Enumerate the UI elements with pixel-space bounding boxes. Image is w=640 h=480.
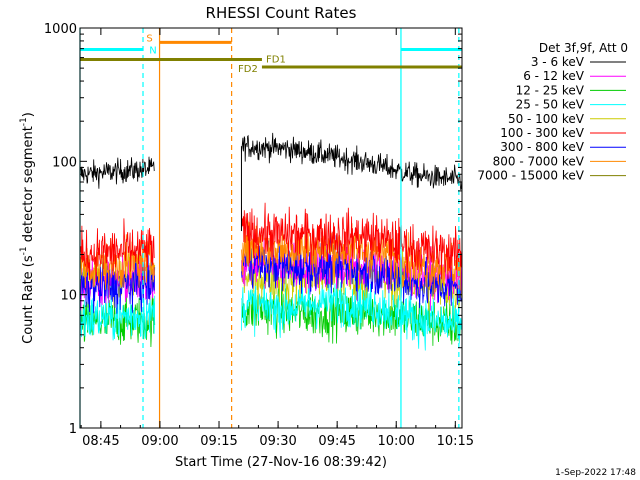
series-trace <box>79 234 156 290</box>
series-trace <box>79 285 156 341</box>
x-tick-label: 09:00 <box>141 434 178 449</box>
y-label-part-1: Count Rate (s <box>21 255 36 344</box>
series-trace <box>241 202 463 280</box>
series-trace <box>241 283 463 346</box>
x-axis-label: Start Time (27-Nov-16 08:39:42) <box>175 455 387 470</box>
legend-label: 100 - 300 keV <box>500 126 584 140</box>
attenuator-label-N: N <box>149 45 156 56</box>
x-tick-label: 09:30 <box>259 434 296 449</box>
plot-frame <box>79 27 463 429</box>
chart-title: RHESSI Count Rates <box>206 4 357 22</box>
series-trace <box>241 132 463 191</box>
legend-label: 7000 - 15000 keV <box>477 169 584 183</box>
legend-label: 50 - 100 keV <box>508 112 585 126</box>
y-axis-label: Count Rate (s-1 detector segment-1) <box>19 112 36 344</box>
y-tick-label: 1000 <box>44 22 77 37</box>
attenuator-markers: SN FD1 FD2 <box>80 33 462 75</box>
legend-label: 6 - 12 keV <box>523 69 585 83</box>
y-label-sup-2: -1 <box>19 117 29 126</box>
y-tick-label: 100 <box>52 155 77 170</box>
x-tick-label: 08:45 <box>82 434 119 449</box>
legend-header: Det 3f,9f, Att 0 <box>539 41 628 55</box>
legend-label: 300 - 800 keV <box>500 140 584 154</box>
x-tick-label: 10:00 <box>377 434 414 449</box>
series-trace <box>241 270 463 351</box>
attenuator-label-FD1: FD1 <box>266 55 286 66</box>
series-trace <box>79 156 155 189</box>
legend-label: 3 - 6 keV <box>531 55 585 69</box>
legend-label: 800 - 7000 keV <box>493 154 585 168</box>
series-trace <box>79 218 155 282</box>
x-tick-label: 09:15 <box>200 434 237 449</box>
data-layer <box>79 132 463 351</box>
y-label-part-3: ) <box>21 112 36 117</box>
y-tick-label: 10 <box>60 289 77 304</box>
attenuator-label-S: S <box>146 33 152 44</box>
y-label-sup-1: -1 <box>19 246 29 255</box>
footer-timestamp: 1-Sep-2022 17:48 <box>555 468 636 478</box>
x-tick-label: 09:45 <box>318 434 355 449</box>
y-tick-label: 1 <box>69 422 77 437</box>
legend-label: 25 - 50 keV <box>516 98 585 112</box>
legend-label: 12 - 25 keV <box>516 83 585 97</box>
axes: 08:45 09:00 09:15 09:30 09:45 10:00 10:15 1 10 10… <box>44 22 474 449</box>
attenuator-label-FD2: FD2 <box>238 64 258 75</box>
x-tick-label: 10:15 <box>437 434 474 449</box>
y-label-part-2: detector segment <box>21 126 36 246</box>
